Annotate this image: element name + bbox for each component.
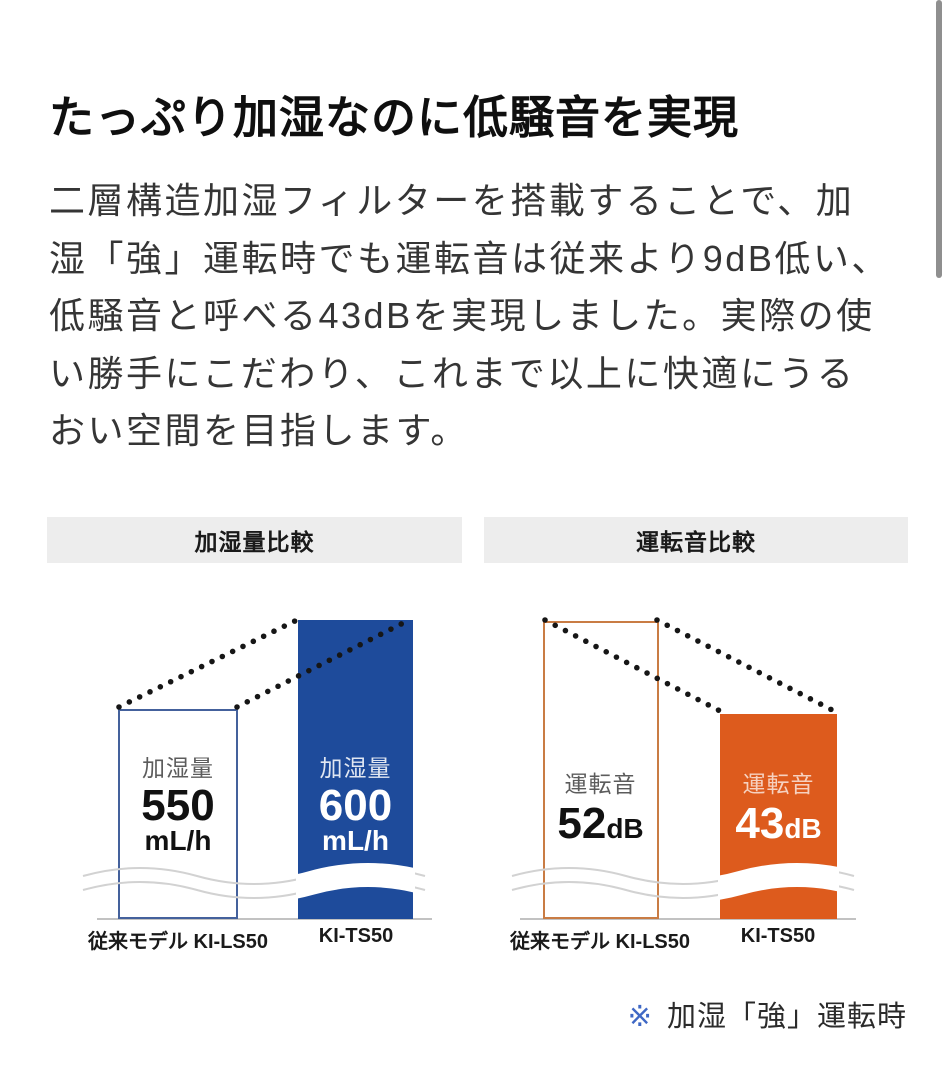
axis-break-white-band xyxy=(718,863,839,901)
bar-text-humid-old: 加湿量 550 mL/h xyxy=(118,754,238,856)
noise-chart-header: 運転音比較 xyxy=(484,517,908,563)
model-label-humid-old: 従来モデル KI-LS50 xyxy=(87,931,269,953)
bar-value: 52 xyxy=(557,799,607,848)
bar-series-label: 加湿量 xyxy=(142,755,214,781)
dotted-connector-line xyxy=(654,617,839,715)
bar-unit: mL/h xyxy=(144,825,212,856)
paragraph-line: い勝手にこだわり、これまで以上に快適にうる xyxy=(49,352,856,394)
paragraph-line: 二層構造加湿フィルターを搭載することで、加 xyxy=(49,180,855,221)
footnote-text: 加湿「強」運転時 xyxy=(666,1001,907,1033)
bar-value: 43 xyxy=(735,799,785,848)
bar-unit: dB xyxy=(784,813,822,844)
bar-text-noise-old: 運転音 52dB xyxy=(543,770,658,846)
model-label-noise-new: KI-TS50 xyxy=(740,925,816,947)
model-label-noise-old: 従来モデル KI-LS50 xyxy=(509,931,691,953)
page-title: たっぷり加湿なのに低騒音を実現 xyxy=(49,92,740,144)
bar-unit: dB xyxy=(606,813,644,844)
dotted-connector-line xyxy=(116,616,302,710)
bar-value: 600 xyxy=(318,781,393,830)
bar-text-noise-new: 運転音 43dB xyxy=(720,770,837,846)
bar-series-label: 運転音 xyxy=(564,771,637,797)
old-model-bar-outline xyxy=(118,709,238,919)
bar-value-row: 43dB xyxy=(720,802,837,846)
reference-mark-icon: ※ xyxy=(627,1001,653,1033)
dotted-connector-line xyxy=(542,617,725,715)
axis-break-white-band xyxy=(296,863,415,899)
bar-series-label: 運転音 xyxy=(742,771,815,797)
paragraph-line: 低騒音と呼べる43dBを実現しました。実際の使 xyxy=(49,295,875,336)
model-label-humid-new: KI-TS50 xyxy=(318,925,394,947)
paragraph-line: 湿「強」運転時でも運転音は従来より9dB低い、 xyxy=(49,237,890,279)
scrollbar-thumb[interactable] xyxy=(936,0,942,278)
bar-value-row: 52dB xyxy=(543,802,658,846)
bar-series-label: 加湿量 xyxy=(319,755,392,781)
intro-paragraph: 二層構造加湿フィルターを搭載することで、加 湿「強」運転時でも運転音は従来より9… xyxy=(49,172,929,460)
footnote: ※ 加湿「強」運転時 xyxy=(628,993,907,1035)
bar-value: 550 xyxy=(141,781,215,830)
noise-chart xyxy=(511,617,856,920)
dotted-connector-line xyxy=(234,616,414,710)
bar-unit: mL/h xyxy=(322,825,389,856)
humidification-chart xyxy=(82,616,432,920)
bar-text-humid-new: 加湿量 600 mL/h xyxy=(298,754,413,856)
paragraph-line: おい空間を目指します。 xyxy=(49,410,469,451)
humidification-chart-header: 加湿量比較 xyxy=(47,517,462,563)
